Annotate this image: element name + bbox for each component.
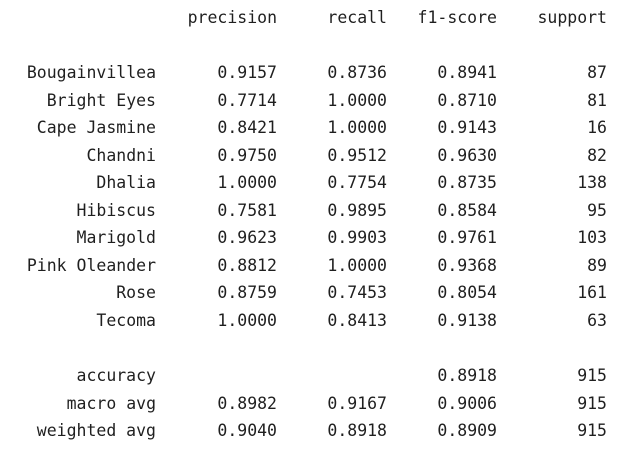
f1-value: 0.8909: [437, 421, 497, 440]
f1-value: 0.9630: [437, 145, 497, 165]
class-label: Marigold: [76, 228, 156, 247]
support-value: 16: [587, 118, 607, 137]
recall-value: 0.9895: [327, 200, 387, 220]
recall-value: 0.9167: [327, 393, 387, 413]
support-value: 138: [577, 173, 607, 192]
support-value: 103: [577, 228, 607, 247]
class-label: Pink Oleander: [26, 255, 156, 275]
class-label: Rose: [116, 283, 156, 302]
f1-value: 0.8941: [437, 63, 497, 82]
summary-row-accuracy: accuracy 0.8918 915: [0, 362, 627, 389]
recall-value: 0.8736: [327, 63, 387, 82]
recall-value: 1.0000: [327, 255, 387, 275]
support-value: 63: [587, 310, 607, 330]
f1-value: 0.9006: [437, 393, 497, 413]
class-label: Hibiscus: [76, 200, 156, 220]
recall-value: 0.9512: [327, 145, 387, 165]
header-f1-score: f1-score: [417, 8, 497, 27]
f1-value: 0.8710: [437, 90, 497, 110]
recall-value: 0.7754: [327, 173, 387, 192]
table-row: Bright Eyes 0.7714 1.0000 0.8710 81: [0, 87, 627, 114]
table-row: Bougainvillea 0.9157 0.8736 0.8941 87: [0, 59, 627, 86]
f1-value: 0.8918: [437, 366, 497, 385]
f1-value: 0.8054: [437, 283, 497, 302]
recall-value: 0.8413: [327, 310, 387, 330]
summary-row-macro-avg: macro avg 0.8982 0.9167 0.9006 915: [0, 390, 627, 417]
recall-value: 1.0000: [327, 118, 387, 137]
class-label: Tecoma: [96, 310, 156, 330]
precision-value: 0.8982: [217, 393, 277, 413]
support-value: 915: [577, 366, 607, 385]
support-value: 161: [577, 283, 607, 302]
summary-label: weighted avg: [36, 421, 156, 440]
table-row: Tecoma 1.0000 0.8413 0.9138 63: [0, 307, 627, 334]
precision-value: 0.9040: [217, 421, 277, 440]
class-label: Cape Jasmine: [36, 118, 156, 137]
recall-value: 0.9903: [327, 228, 387, 247]
support-value: 82: [587, 145, 607, 165]
header-recall: recall: [327, 8, 387, 27]
support-value: 915: [577, 393, 607, 413]
precision-value: 0.7581: [217, 200, 277, 220]
f1-value: 0.9368: [437, 255, 497, 275]
support-value: 87: [587, 63, 607, 82]
table-row: Rose 0.8759 0.7453 0.8054 161: [0, 279, 627, 306]
recall-value: 0.8918: [327, 421, 387, 440]
table-row: Chandni 0.9750 0.9512 0.9630 82: [0, 142, 627, 169]
header-precision: precision: [187, 8, 277, 27]
f1-value: 0.9138: [437, 310, 497, 330]
precision-value: 0.9750: [217, 145, 277, 165]
precision-value: 0.7714: [217, 90, 277, 110]
header-row: precision recall f1-score support: [0, 4, 627, 31]
precision-value: 0.8759: [217, 283, 277, 302]
f1-value: 0.8735: [437, 173, 497, 192]
table-row: Dhalia 1.0000 0.7754 0.8735 138: [0, 169, 627, 196]
summary-label: macro avg: [66, 393, 156, 413]
f1-value: 0.9143: [437, 118, 497, 137]
summary-row-weighted-avg: weighted avg 0.9040 0.8918 0.8909 915: [0, 417, 627, 444]
table-row: Hibiscus 0.7581 0.9895 0.8584 95: [0, 197, 627, 224]
table-row: Marigold 0.9623 0.9903 0.9761 103: [0, 224, 627, 251]
precision-value: 0.9157: [217, 63, 277, 82]
support-value: 915: [577, 421, 607, 440]
class-label: Chandni: [86, 145, 156, 165]
precision-value: 1.0000: [217, 310, 277, 330]
precision-value: 0.9623: [217, 228, 277, 247]
class-label: Bougainvillea: [26, 63, 156, 82]
f1-value: 0.9761: [437, 228, 497, 247]
support-value: 89: [587, 255, 607, 275]
table-row: Cape Jasmine 0.8421 1.0000 0.9143 16: [0, 114, 627, 141]
recall-value: 1.0000: [327, 90, 387, 110]
support-value: 95: [587, 200, 607, 220]
summary-label: accuracy: [76, 366, 156, 385]
precision-value: 0.8812: [217, 255, 277, 275]
table-row: Pink Oleander 0.8812 1.0000 0.9368 89: [0, 252, 627, 279]
class-label: Dhalia: [96, 173, 156, 192]
header-support: support: [537, 8, 607, 27]
f1-value: 0.8584: [437, 200, 497, 220]
support-value: 81: [587, 90, 607, 110]
precision-value: 1.0000: [217, 173, 277, 192]
class-label: Bright Eyes: [46, 90, 156, 110]
recall-value: 0.7453: [327, 283, 387, 302]
precision-value: 0.8421: [217, 118, 277, 137]
